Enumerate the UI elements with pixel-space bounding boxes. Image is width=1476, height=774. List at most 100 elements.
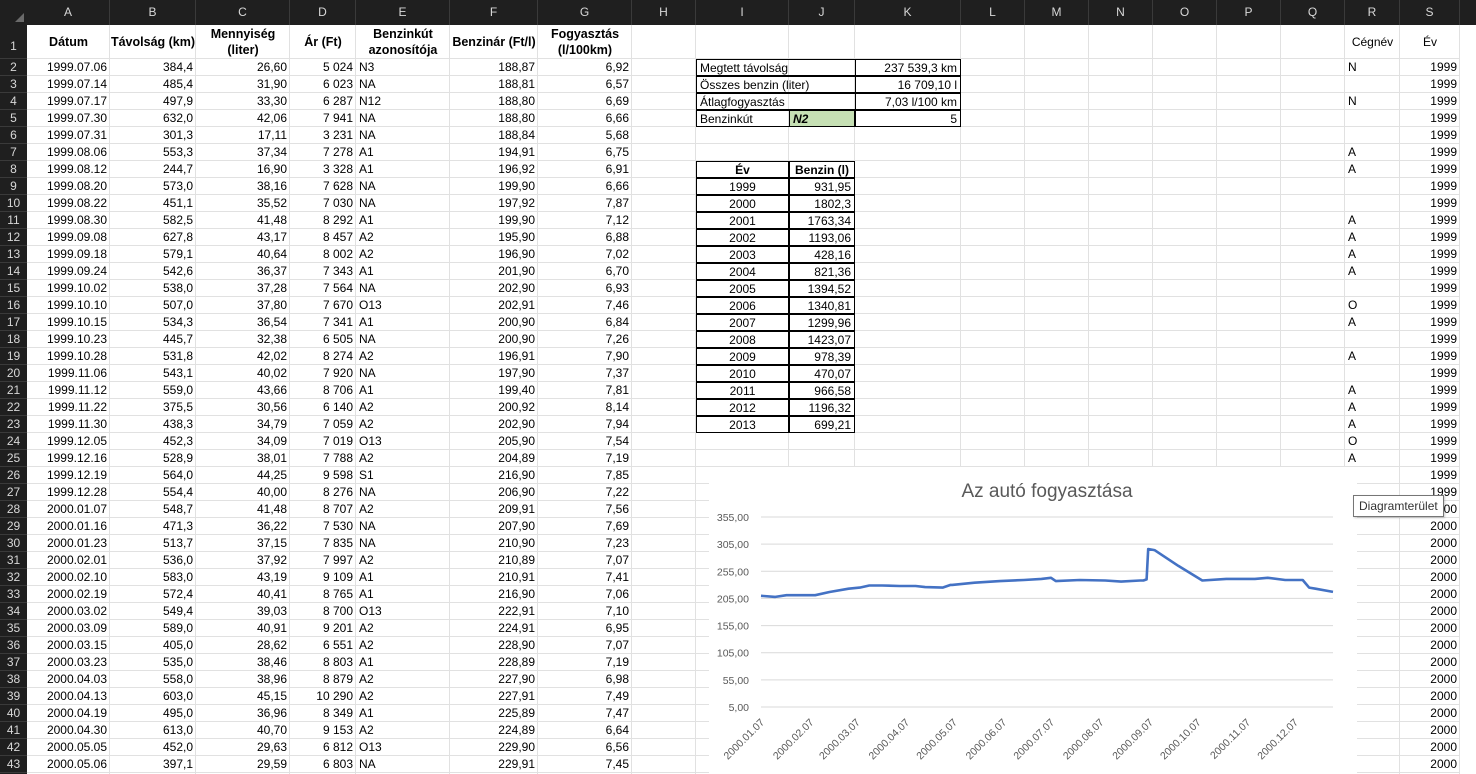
cell-ar[interactable]: 7 019 [322,434,353,448]
yearly-ev[interactable]: 2007 [696,314,789,331]
yearly-benzin[interactable]: 1394,52 [789,280,855,297]
cell-tavolsag[interactable]: 384,4 [162,60,193,74]
cell-datum[interactable]: 1999.09.18 [46,247,107,261]
column-header-e[interactable]: E [356,0,450,25]
cell-tavolsag[interactable]: 589,0 [162,621,193,635]
cell-benzinkut[interactable]: NA [359,281,376,295]
row-header-6[interactable]: 6 [0,127,27,144]
cell-ev[interactable]: 2000 [1430,723,1457,737]
yearly-benzin[interactable]: 1299,96 [789,314,855,331]
cell-tavolsag[interactable]: 582,5 [162,213,193,227]
column-header-n[interactable]: N [1089,0,1153,25]
cell-mennyiseg[interactable]: 42,06 [256,111,287,125]
cell-benzinar[interactable]: 200,92 [498,400,535,414]
cell-tavolsag[interactable]: 553,3 [162,145,193,159]
cell-ev[interactable]: 1999 [1430,128,1457,142]
cell-ar[interactable]: 6 023 [322,77,353,91]
cell-tavolsag[interactable]: 495,0 [162,706,193,720]
cell-mennyiseg[interactable]: 38,46 [256,655,287,669]
cell-benzinkut[interactable]: A1 [359,145,374,159]
cell-benzinkut[interactable]: A2 [359,723,374,737]
cell-ar[interactable]: 7 530 [322,519,353,533]
header-tavolsag[interactable]: Távolság (km) [110,35,196,49]
cell-ar[interactable]: 7 997 [322,553,353,567]
cell-datum[interactable]: 1999.08.20 [46,179,107,193]
cell-ev[interactable]: 2000 [1430,536,1457,550]
column-header-o[interactable]: O [1153,0,1217,25]
cell-benzinkut[interactable]: O13 [359,434,382,448]
cell-mennyiseg[interactable]: 41,48 [256,213,287,227]
cell-benzinkut[interactable]: O13 [359,740,382,754]
cell-mennyiseg[interactable]: 45,15 [256,689,287,703]
cell-ar[interactable]: 9 109 [322,570,353,584]
cell-cegnev[interactable]: A [1348,451,1357,465]
cell-mennyiseg[interactable]: 36,22 [256,519,287,533]
cell-tavolsag[interactable]: 452,0 [162,740,193,754]
cell-mennyiseg[interactable]: 36,37 [256,264,287,278]
cell-mennyiseg[interactable]: 38,16 [256,179,287,193]
cell-benzinar[interactable]: 188,84 [498,128,535,142]
column-header-c[interactable]: C [196,0,290,25]
cell-tavolsag[interactable]: 452,3 [162,434,193,448]
cell-datum[interactable]: 2000.03.02 [46,604,107,618]
cell-benzinkut[interactable]: A2 [359,621,374,635]
cell-datum[interactable]: 2000.04.19 [46,706,107,720]
cell-tavolsag[interactable]: 451,1 [162,196,193,210]
summary-label-tavolsag[interactable]: Megtett távolság [696,59,855,76]
cell-tavolsag[interactable]: 445,7 [162,332,193,346]
cell-ar[interactable]: 6 287 [322,94,353,108]
cell-datum[interactable]: 2000.03.15 [46,638,107,652]
cell-fogyasztas[interactable]: 7,07 [605,638,629,652]
cell-benzinar[interactable]: 200,90 [498,332,535,346]
cell-cegnev[interactable]: A [1348,230,1357,244]
cell-benzinar[interactable]: 195,90 [498,230,535,244]
cell-fogyasztas[interactable]: 6,84 [605,315,629,329]
cell-ar[interactable]: 8 706 [322,383,353,397]
cell-benzinar[interactable]: 188,81 [498,77,535,91]
cell-ar[interactable]: 7 341 [322,315,353,329]
yearly-ev[interactable]: 2009 [696,348,789,365]
cell-ar[interactable]: 7 941 [322,111,353,125]
cell-datum[interactable]: 1999.11.30 [47,417,107,431]
cell-ev[interactable]: 1999 [1430,383,1457,397]
cell-benzinar[interactable]: 199,90 [498,179,535,193]
cell-ar[interactable]: 8 274 [322,349,353,363]
cell-ar[interactable]: 8 803 [322,655,353,669]
cell-datum[interactable]: 2000.04.03 [46,672,107,686]
cell-ev[interactable]: 1999 [1430,417,1457,431]
cell-tavolsag[interactable]: 528,9 [162,451,193,465]
cell-ev[interactable]: 1999 [1430,60,1457,74]
row-header-26[interactable]: 26 [0,467,27,484]
column-header-j[interactable]: J [789,0,855,25]
cell-benzinar[interactable]: 196,90 [498,247,535,261]
cell-tavolsag[interactable]: 583,0 [162,570,193,584]
header-datum[interactable]: Dátum [49,35,88,49]
cell-ar[interactable]: 7 628 [322,179,353,193]
row-header-37[interactable]: 37 [0,654,27,671]
cell-benzinar[interactable]: 188,87 [498,60,535,74]
cell-ar[interactable]: 10 290 [316,689,353,703]
summary-value-tavolsag[interactable]: 237 539,3 km [855,59,961,76]
cell-cegnev[interactable]: A [1348,315,1357,329]
cell-fogyasztas[interactable]: 7,37 [605,366,629,380]
cell-ev[interactable]: 1999 [1430,230,1457,244]
select-all-corner[interactable] [0,0,27,25]
cell-benzinkut[interactable]: A2 [359,247,374,261]
row-header-34[interactable]: 34 [0,603,27,620]
cell-tavolsag[interactable]: 301,3 [162,128,193,142]
cell-fogyasztas[interactable]: 7,47 [605,706,629,720]
cell-benzinar[interactable]: 207,90 [498,519,535,533]
cell-ev[interactable]: 2000 [1430,672,1457,686]
cell-datum[interactable]: 2000.04.30 [46,723,107,737]
cell-ev[interactable]: 1999 [1430,281,1457,295]
cell-benzinar[interactable]: 224,89 [498,723,535,737]
cell-ar[interactable]: 8 707 [322,502,353,516]
cell-datum[interactable]: 1999.07.30 [46,111,107,125]
cell-benzinar[interactable]: 210,90 [498,536,535,550]
cell-benzinkut[interactable]: A2 [359,349,374,363]
cell-benzinkut[interactable]: NA [359,332,376,346]
yearly-ev[interactable]: 2010 [696,365,789,382]
cell-fogyasztas[interactable]: 7,46 [605,298,629,312]
cell-datum[interactable]: 2000.01.16 [46,519,107,533]
cell-benzinkut[interactable]: A2 [359,638,374,652]
